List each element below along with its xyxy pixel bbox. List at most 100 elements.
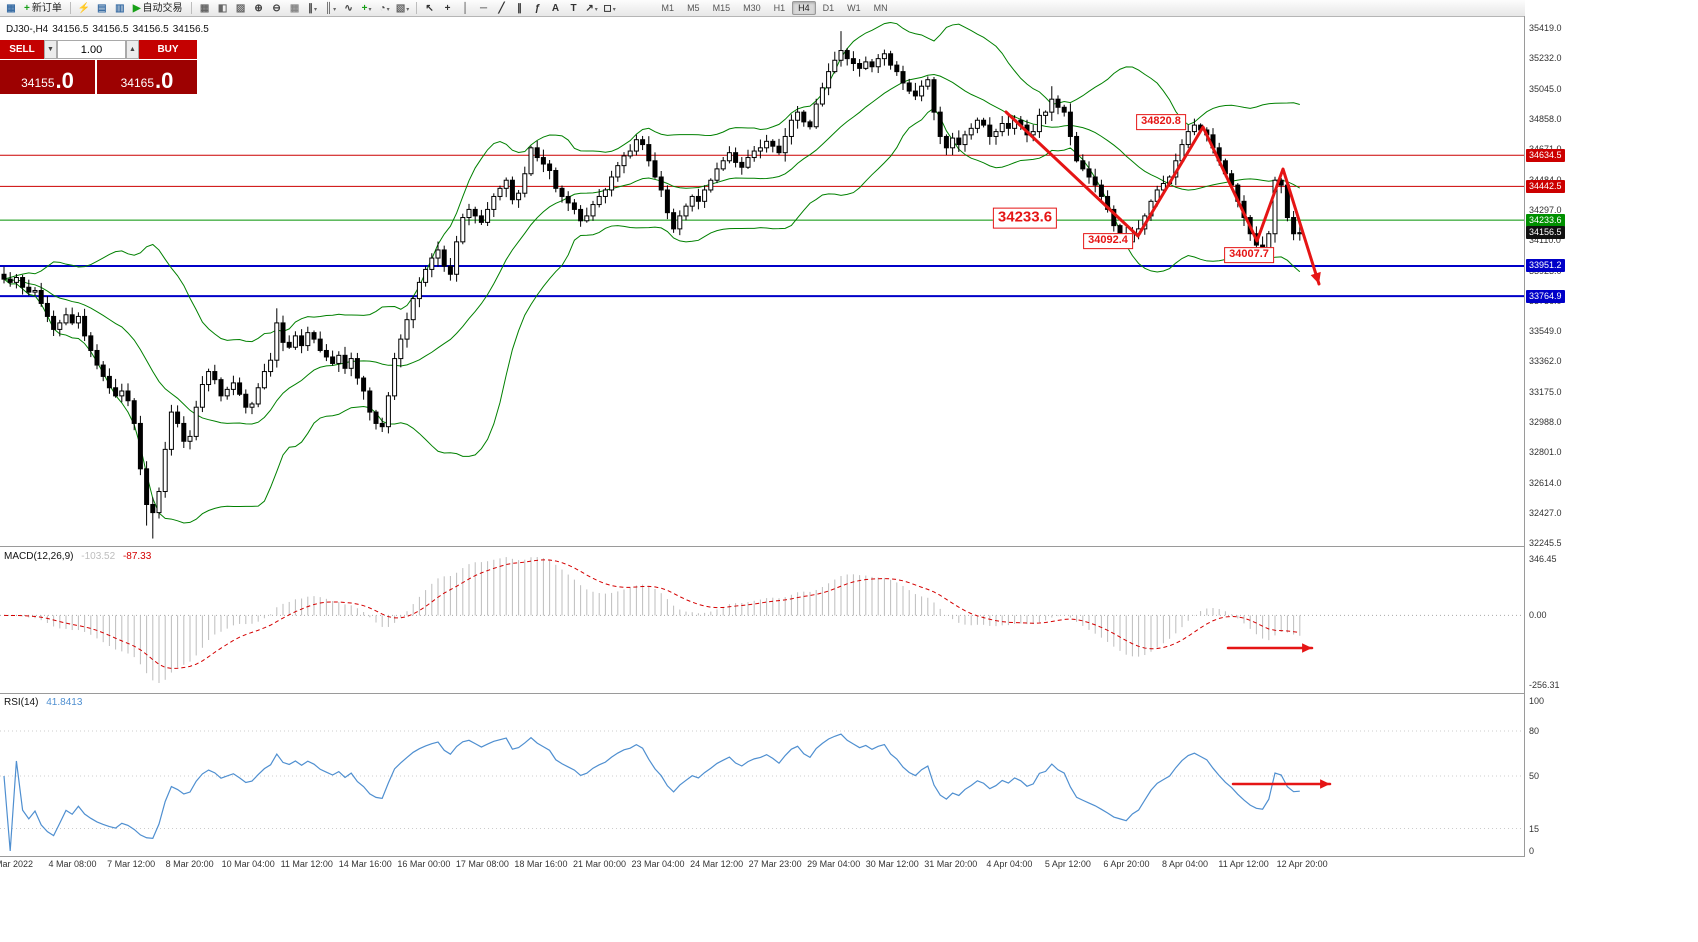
trade-panel-top-row: SELL ▼ ▲ BUY [0,40,197,59]
indicators-icon[interactable]: +▾ [359,1,375,16]
macd-panel-canvas[interactable] [0,548,1525,692]
macd-axis-label: 346.45 [1529,554,1557,564]
profile-icon[interactable]: ▥ [112,1,128,16]
rsi-axis-label: 100 [1529,696,1545,706]
sell-price-dec: .0 [55,68,74,93]
tile-windows-icon[interactable]: ▦ [197,1,213,16]
time-axis-label: 4 Mar 08:00 [48,859,97,869]
price-line-tag: 34442.5 [1526,179,1565,193]
indicators-icon: + [361,2,368,14]
label-icon: T [570,2,577,14]
rsi-axis-label: 80 [1529,726,1540,736]
cursor-icon[interactable]: ↖ [422,1,438,16]
timeframe-button-m30[interactable]: M30 [743,3,761,13]
chart-window-icon[interactable]: ▤ [94,1,110,16]
price-line-tag: 34634.5 [1526,148,1565,162]
periods-icon: ◔ [379,2,386,14]
rsi-axis-label: 15 [1529,823,1540,834]
text-icon: A [551,2,560,14]
sell-price-int: 34155 [21,76,55,90]
timeframe-button-m5[interactable]: M5 [687,3,700,13]
arrange-windows-icon[interactable]: ▨ [233,1,249,16]
time-axis-label: 18 Mar 16:00 [514,859,568,869]
new-order-button[interactable]: + 新订单 [21,1,65,16]
text-icon[interactable]: A [548,1,564,16]
chevron-down-icon: ▾ [314,6,318,13]
panel-separator[interactable] [0,693,1698,694]
zoom-in-icon[interactable]: ⊕ [251,1,267,16]
line-chart-icon[interactable]: ∿ [341,1,357,16]
price-axis-label: 34858.0 [1529,113,1562,124]
arrows-icon[interactable]: ↗▾ [584,1,600,16]
toolbar: ▦ + 新订单 ⚡ ▤ ▥ ▶ 自动交易 ▦ ◧ ▨ ⊕ ⊖ ▦ ∥▾ ║▾ ∿ +▾ ◔▾ ▧▾ ↖ + │ ─ ╱ ∥ ƒ A T ↗… [0,0,1698,17]
chart-icon[interactable]: ▦ [3,1,19,16]
timeframe-button-d1[interactable]: D1 [822,3,835,13]
label-icon[interactable]: T [566,1,582,16]
lightning-icon[interactable]: ⚡ [76,1,92,16]
cascade-windows-icon[interactable]: ◧ [215,1,231,16]
trendline-icon[interactable]: ╱ [494,1,510,16]
price-axis-label: 33362.0 [1529,356,1562,367]
horizontal-level-lines[interactable] [0,154,1524,298]
rsi-trend-arrow[interactable] [1231,779,1332,789]
rsi-name-label: RSI(14) [4,697,39,708]
buy-price-button[interactable]: 34165 .0 [97,60,197,94]
crosshair-icon[interactable]: + [440,1,456,16]
sell-price-button[interactable]: 34155 .0 [0,60,95,94]
periods-icon[interactable]: ◔▾ [377,1,393,16]
timeframe-button-mn[interactable]: MN [873,3,888,13]
volume-input[interactable] [57,40,126,59]
horizontal-line-icon[interactable]: ─ [476,1,492,16]
timeframe-button-h4[interactable]: H4 [792,1,816,15]
bar-chart-icon[interactable]: ∥▾ [305,1,321,16]
time-axis[interactable]: Mar 2022 4 Mar 08:00 7 Mar 12:00 8 Mar 20:0… [0,857,1698,873]
timeframe-button-h1[interactable]: H1 [773,3,786,13]
main-chart-canvas[interactable] [0,16,1525,546]
volume-increase-button[interactable]: ▲ [126,40,139,59]
buy-button[interactable]: BUY [139,40,197,59]
time-axis-label: 4 Apr 04:00 [986,859,1033,869]
horizontal-line-icon: ─ [480,2,488,14]
channel-icon[interactable]: ∥ [512,1,528,16]
bar-chart-icon: ∥ [308,2,314,14]
open-value: 34156.5 [52,24,89,35]
macd-trend-arrow[interactable] [1226,643,1314,653]
chevron-down-icon: ▾ [386,6,390,13]
price-axis-label: 32245.5 [1529,537,1562,548]
toolbar-divider [190,2,192,14]
grid-icon[interactable]: ▦ [287,1,303,16]
profile-icon: ▥ [115,2,125,14]
fibonacci-icon[interactable]: ƒ [530,1,546,16]
candle-chart-icon: ║ [324,2,333,14]
timeframe-button-m15[interactable]: M15 [712,3,731,13]
templates-icon: ▧ [395,2,406,14]
timeframe-button-w1[interactable]: W1 [847,3,861,13]
rsi-panel-canvas[interactable] [0,694,1525,856]
zoom-out-icon[interactable]: ⊖ [269,1,285,16]
vertical-line-icon[interactable]: │ [458,1,474,16]
sell-button[interactable]: SELL [0,40,44,59]
macd-axis-label: -256.31 [1529,680,1560,690]
macd-name-label: MACD(12,26,9) [4,551,74,562]
price-axis-label: 34484.0 [1529,175,1562,185]
vertical-line-icon: │ [462,2,469,14]
templates-icon[interactable]: ▧▾ [395,1,411,16]
candle-chart-icon[interactable]: ║▾ [323,1,339,16]
shapes-icon: ◻ [603,2,612,14]
price-axis[interactable]: 35419.035232.035045.034858.034671.034484… [1525,0,1698,874]
rsi-line [3,733,1300,852]
crosshair-icon: + [444,2,451,14]
time-axis-label: 6 Apr 20:00 [1103,859,1150,869]
buy-price-int: 34165 [120,76,154,90]
shapes-icon[interactable]: ◻▾ [602,1,618,16]
rsi-axis-label: 0 [1529,846,1535,856]
panel-separator[interactable] [0,546,1698,547]
timeframe-button-m1[interactable]: M1 [661,3,675,13]
rsi-value: 41.8413 [46,697,83,708]
rsi-header: RSI(14) 41.8413 [4,697,82,708]
trend-arrow[interactable] [1004,110,1321,286]
close-value: 34156.5 [172,24,209,35]
price-axis-label: 32427.0 [1529,508,1562,519]
volume-decrease-button[interactable]: ▼ [44,40,57,59]
autotrading-button[interactable]: ▶ 自动交易 [130,1,186,16]
